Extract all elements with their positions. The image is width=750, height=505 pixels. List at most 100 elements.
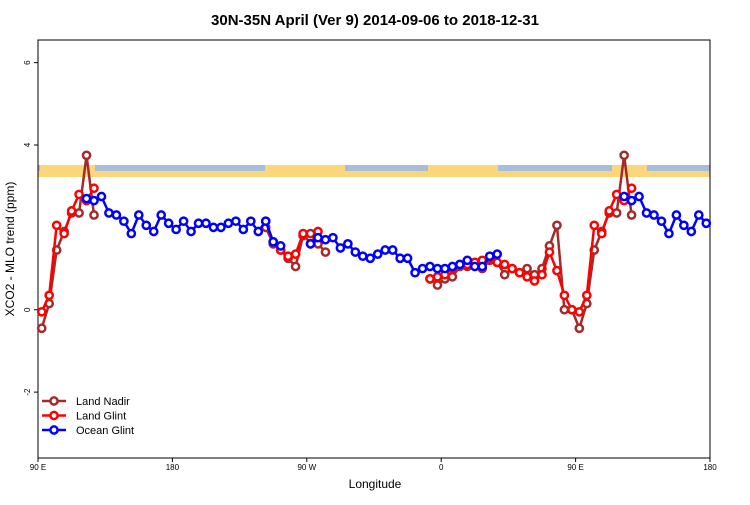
- data-point: [380, 245, 391, 255]
- data-point: [611, 208, 622, 218]
- data-point: [275, 241, 286, 251]
- data-point: [208, 222, 219, 233]
- data-point: [89, 210, 99, 220]
- data-point: [305, 228, 316, 239]
- data-point: [178, 216, 189, 227]
- data-point: [611, 189, 622, 200]
- data-point: [619, 191, 629, 202]
- legend: Land Nadir Land Glint Ocean Glint: [42, 396, 134, 437]
- data-point: [193, 218, 204, 229]
- data-point: [410, 267, 420, 278]
- data-point: [148, 226, 159, 237]
- data-point: [544, 247, 555, 257]
- data-point: [201, 218, 211, 229]
- data-point: [320, 234, 331, 245]
- data-point: [656, 216, 667, 227]
- x-tick-label: 90 E: [567, 463, 583, 472]
- data-point: [462, 255, 473, 266]
- data-point: [133, 210, 144, 220]
- data-point: [245, 216, 256, 227]
- data-point: [432, 263, 443, 274]
- data-point: [522, 263, 532, 274]
- data-point: [641, 208, 652, 218]
- data-point: [89, 183, 99, 194]
- data-point: [455, 259, 465, 270]
- legend-marker: [49, 396, 59, 406]
- data-point: [44, 290, 55, 301]
- data-point: [372, 249, 383, 259]
- data-point: [89, 195, 99, 206]
- data-point: [260, 216, 271, 227]
- data-point: [111, 210, 122, 220]
- x-tick-label: 180: [166, 463, 180, 472]
- data-point: [387, 245, 398, 255]
- data-point: [581, 290, 592, 301]
- legend-marker: [49, 425, 59, 435]
- data-point: [104, 208, 114, 218]
- data-point: [74, 189, 84, 200]
- data-point: [141, 220, 152, 231]
- data-point: [701, 218, 712, 229]
- y-tick-label: -2: [23, 388, 32, 396]
- data-point: [81, 150, 92, 161]
- data-point: [298, 228, 308, 239]
- legend-marker: [49, 410, 59, 421]
- data-point: [559, 290, 570, 301]
- data-point: [305, 239, 316, 249]
- y-tick-label: 4: [23, 142, 32, 147]
- data-point: [425, 261, 435, 272]
- x-tick-label: 0: [439, 463, 444, 472]
- data-point: [671, 210, 682, 220]
- data-point: [36, 306, 47, 317]
- y-axis-label: XCO2 - MLO trend (ppm): [3, 182, 17, 317]
- data-point: [59, 228, 69, 239]
- data-point: [231, 216, 241, 227]
- data-point: [567, 304, 577, 315]
- data-point: [163, 218, 174, 229]
- data-point: [357, 251, 368, 262]
- legend-label: Ocean Glint: [76, 425, 134, 437]
- data-point: [604, 206, 615, 216]
- data-point: [574, 306, 585, 317]
- data-point: [469, 261, 480, 272]
- data-point: [343, 239, 353, 249]
- x-tick-label: 90 W: [297, 463, 316, 472]
- data-point: [268, 236, 279, 247]
- data-point: [626, 195, 637, 206]
- data-point: [186, 226, 196, 237]
- data-point: [238, 224, 249, 235]
- x-tick-label: 180: [703, 463, 717, 472]
- data-point: [522, 271, 532, 282]
- data-point: [596, 228, 607, 239]
- data-point: [589, 220, 600, 231]
- legend-label: Land Nadir: [76, 396, 130, 408]
- data-point: [51, 220, 62, 231]
- data-point: [574, 323, 585, 334]
- data-point: [686, 226, 697, 237]
- data-point: [335, 243, 346, 253]
- data-point: [492, 249, 503, 259]
- data-point: [507, 263, 517, 274]
- data-point: [350, 247, 361, 257]
- data-point: [529, 276, 540, 286]
- data-point: [156, 210, 167, 220]
- data-point: [126, 228, 137, 239]
- data-point: [320, 247, 331, 257]
- data-point: [216, 222, 226, 233]
- data-point: [328, 232, 338, 243]
- data-point: [313, 232, 323, 243]
- data-point: [432, 271, 443, 282]
- data-point: [440, 263, 450, 274]
- legend-label: Land Glint: [76, 411, 126, 423]
- data-point: [402, 253, 413, 264]
- data-point: [693, 210, 704, 220]
- data-point: [223, 218, 234, 229]
- data-point: [499, 269, 510, 280]
- data-point: [477, 261, 488, 272]
- x-axis-label: Longitude: [349, 477, 402, 491]
- data-point: [395, 253, 405, 264]
- data-point: [66, 206, 77, 216]
- data-point: [36, 323, 47, 334]
- plot-frame: [37, 39, 711, 459]
